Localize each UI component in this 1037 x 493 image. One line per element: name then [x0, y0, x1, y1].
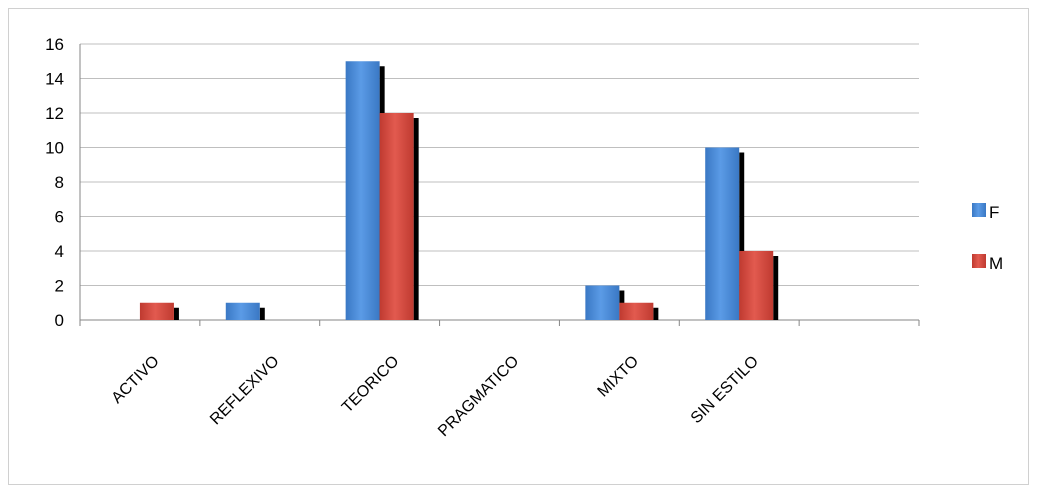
bar-F-reflexivo [225, 302, 260, 320]
legend-swatch-M [972, 254, 986, 268]
legend-swatch-F [972, 203, 986, 217]
y-tick-label: 2 [55, 277, 64, 296]
x-tick-label: MIXTO [595, 353, 643, 401]
x-tick-label: SIN ESTILO [688, 353, 762, 427]
chart-frame [8, 8, 1029, 485]
bar-shadow [653, 307, 659, 320]
legend-label: M [989, 254, 1003, 273]
bar-shadow [413, 118, 419, 320]
x-tick-label: PRAGMATICO [435, 353, 522, 440]
x-tick-label: TEORICO [339, 353, 403, 417]
y-tick-label: 6 [55, 208, 64, 227]
bar-shadow [773, 256, 779, 320]
y-tick-label: 12 [45, 104, 64, 123]
y-tick-label: 10 [45, 139, 64, 158]
legend-label: F [989, 203, 999, 222]
bar-F-mixto [585, 285, 620, 320]
y-tick-label: 4 [55, 242, 64, 261]
y-tick-label: 16 [45, 35, 64, 54]
bar-F-teorico [345, 61, 380, 320]
bar-M-mixto [619, 302, 654, 320]
bar-M-sin-estilo [739, 251, 774, 320]
bar-shadow [739, 152, 745, 320]
y-tick-label: 8 [55, 173, 64, 192]
x-tick-label: REFLEXIVO [207, 353, 283, 429]
y-tick-label: 0 [55, 311, 64, 330]
bar-M-activo [139, 302, 174, 320]
bar-F-sin-estilo [705, 147, 740, 320]
x-tick-label: ACTIVO [109, 353, 163, 407]
y-tick-label: 14 [45, 70, 64, 89]
bar-shadow [173, 307, 179, 320]
bar-shadow [259, 307, 265, 320]
bar-M-teorico [379, 113, 414, 320]
